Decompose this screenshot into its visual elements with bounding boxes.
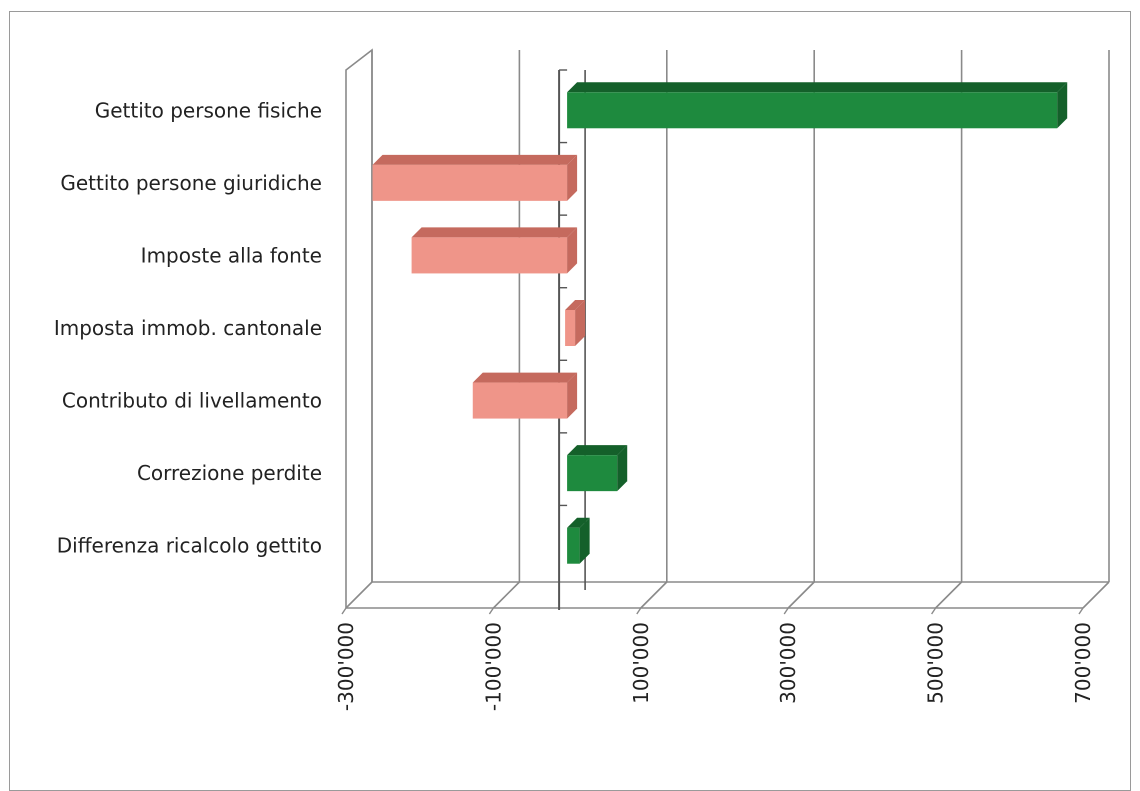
bar-top-face [411,227,578,238]
bar-side-face [575,300,586,346]
x-tick-label: -100'000 [481,622,505,711]
bar-front-face [411,237,568,274]
floor-gridline [345,581,373,609]
bar-top-face [567,445,628,456]
bar [472,372,578,419]
bar-front-face [567,527,580,564]
bar [372,154,578,201]
bar-side-face [567,372,578,419]
category-label: Gettito persone fisiche [95,98,322,122]
bar [567,82,1068,129]
x-tick-mark [636,607,642,615]
bar-side-face [567,154,578,201]
bar-front-face [372,164,568,201]
bar [411,227,578,274]
bar-top-face [472,372,578,383]
x-tick-label: 100'000 [629,622,653,704]
bar-front-face [472,382,568,419]
bar [567,517,590,564]
floor-gridline [1082,581,1110,609]
category-label: Correzione perdite [137,461,322,485]
bar-top-face [565,300,586,310]
x-tick-label: 700'000 [1071,622,1095,704]
bar-top-face [567,82,1068,93]
category-label: Contributo di livellamento [62,389,322,413]
x-tick-mark [783,607,789,615]
bar-front-face [565,310,576,346]
x-tick-mark [1078,607,1084,615]
x-tick-mark [341,607,347,615]
floor-gridline [935,581,963,609]
gridlines [345,48,1110,609]
bar [565,300,586,346]
bar-front-face [567,455,618,492]
bar-top-face [567,517,590,528]
bar-side-face [567,227,578,274]
x-tick-mark [488,607,494,615]
category-label: Imposta immob. cantonale [54,316,322,340]
category-labels: Gettito persone fisiche Gettito persone g… [54,98,322,557]
x-tick-labels: -300'000 -100'000 100'000 300'000 500'000 700… [334,607,1095,711]
x-tick-mark [931,607,937,615]
bar-front-face [567,92,1058,129]
category-label: Imposte alla fonte [141,243,322,267]
floor-gridline [492,581,520,609]
floor-gridline [787,581,815,609]
x-tick-label: 300'000 [776,622,800,704]
x-tick-label: -300'000 [334,622,358,711]
bars [372,82,1068,564]
bar-top-face [372,154,578,165]
category-label: Differenza ricalcolo gettito [57,534,322,558]
category-label: Gettito persone giuridiche [60,171,322,195]
bar-side-face [1057,82,1068,129]
x-tick-label: 500'000 [924,622,948,704]
bar [567,445,628,492]
bar-side-face [579,517,590,564]
floor-gridline [640,581,668,609]
bar-side-face [617,445,628,492]
side-wall [345,48,373,608]
